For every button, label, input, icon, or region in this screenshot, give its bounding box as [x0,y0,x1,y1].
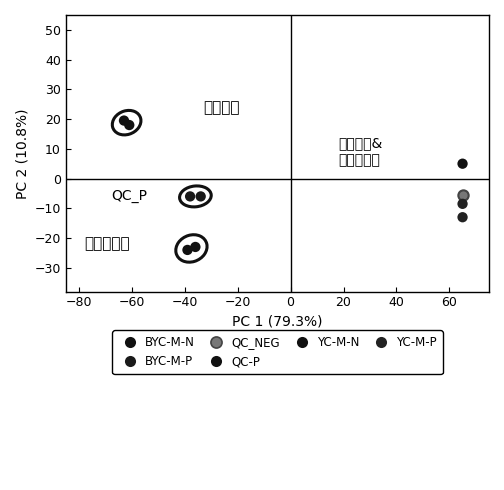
Text: 非硫熊白芍: 非硫熊白芍 [84,237,130,251]
Point [459,213,467,221]
Point [183,246,192,254]
Text: QC_P: QC_P [111,190,147,203]
Point [125,121,133,129]
Y-axis label: PC 2 (10.8%): PC 2 (10.8%) [15,108,29,198]
Legend: BYC-M-N, BYC-M-P, QC_NEG, QC-P, YC-M-N, YC-M-P: BYC-M-N, BYC-M-P, QC_NEG, QC-P, YC-M-N, … [112,330,443,374]
Text: 硫熊白芍&
非硫熊白芍: 硫熊白芍& 非硫熊白芍 [338,137,383,167]
X-axis label: PC 1 (79.3%): PC 1 (79.3%) [232,315,323,329]
Point [459,160,467,168]
Text: 硫熊白芍: 硫熊白芍 [203,99,240,115]
Point [120,117,128,124]
Point [459,191,467,199]
Point [186,193,194,200]
Point [197,193,205,200]
Point [192,243,200,251]
Point [459,200,467,208]
